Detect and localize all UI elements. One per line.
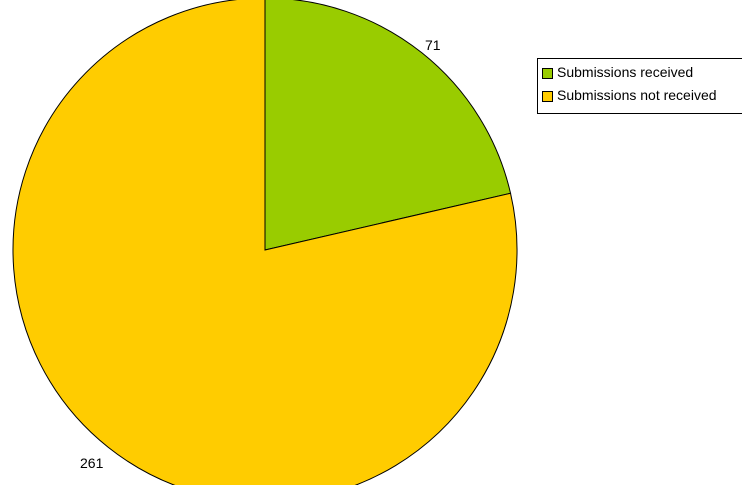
pie-slice-not-received (12, 0, 518, 485)
legend-swatch-received (542, 68, 553, 79)
legend-item-not-received: Submissions not received (542, 88, 742, 103)
pie-slice-received (264, 0, 512, 251)
data-label-received: 71 (425, 37, 441, 53)
legend: Submissions received Submissions not rec… (537, 58, 742, 114)
legend-label-not-received: Submissions not received (557, 87, 717, 103)
data-label-not-received: 261 (80, 455, 104, 471)
legend-label-received: Submissions received (557, 64, 694, 80)
legend-item-received: Submissions received (542, 65, 742, 80)
legend-swatch-not-received (542, 91, 553, 102)
